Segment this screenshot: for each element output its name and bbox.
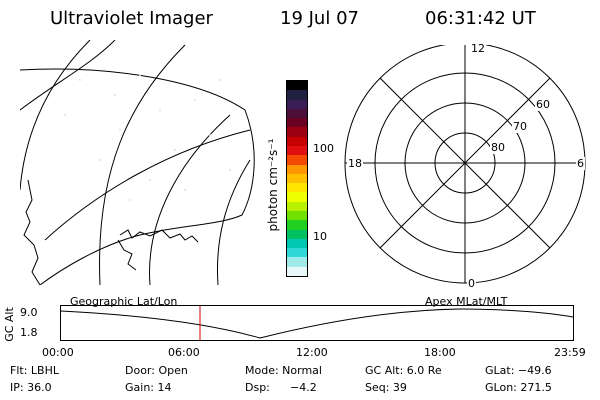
- colorbar: [286, 80, 308, 277]
- colorbar-band: [287, 257, 307, 267]
- colorbar-unit-label: photon cm⁻²s⁻¹: [266, 138, 280, 232]
- time-label: 06:31:42 UT: [425, 8, 536, 29]
- mlt-label-12: 12: [470, 42, 486, 55]
- timeline-x-tick: 23:59: [554, 346, 586, 359]
- timeline-right-label: Apex MLat/MLT: [425, 295, 508, 308]
- colorbar-band: [287, 81, 307, 91]
- colorbar-band: [287, 210, 307, 221]
- colorbar-band: [287, 192, 307, 202]
- timeline-left-label: Geographic Lat/Lon: [70, 295, 178, 308]
- glat-status: GLat: −49.6: [485, 364, 552, 377]
- geographic-map: [20, 40, 255, 285]
- meridian-diagonal: [379, 77, 551, 249]
- door-status: Door: Open: [125, 364, 188, 377]
- colorbar-band: [287, 183, 307, 193]
- instrument-title: Ultraviolet Imager: [50, 8, 213, 29]
- timeline-frame: [60, 305, 574, 341]
- colorbar-band: [287, 136, 307, 146]
- earth-limb: [20, 68, 255, 285]
- mlt-label-18: 18: [347, 157, 363, 170]
- altitude-timeline: [60, 305, 574, 341]
- gc-alt-status: GC Alt: 6.0 Re: [365, 364, 442, 377]
- timeline-x-tick: 00:00: [42, 346, 74, 359]
- mlt-label-6: 6: [576, 157, 585, 170]
- polar-plot: [344, 45, 586, 284]
- coastline: [117, 239, 137, 271]
- gain-status: Gain: 14: [125, 381, 172, 394]
- lat-label-60: 60: [535, 98, 551, 111]
- colorbar-band: [287, 248, 307, 258]
- colorbar-band: [287, 238, 307, 249]
- timeline-x-tick: 18:00: [424, 346, 456, 359]
- seq-status: Seq: 39: [365, 381, 407, 394]
- colorbar-band: [287, 108, 307, 119]
- coastline: [119, 229, 199, 243]
- mlt-label-0: 0: [467, 277, 476, 290]
- filter-status: Flt: LBHL: [10, 364, 59, 377]
- colorbar-band: [287, 90, 307, 100]
- timeline-y-axis-label: GC Alt: [2, 307, 16, 342]
- timeline-y-tick-bottom: 1.8: [20, 326, 38, 339]
- colorbar-band: [287, 155, 307, 165]
- lat-label-70: 70: [512, 120, 528, 133]
- colorbar-band: [287, 127, 307, 137]
- parallel-line: [20, 40, 116, 111]
- meridian-line: [20, 40, 91, 191]
- parallel-line: [44, 129, 251, 241]
- colorbar-band: [287, 164, 307, 174]
- lat-label-80: 80: [490, 141, 506, 154]
- colorbar-band: [287, 220, 307, 230]
- colorbar-band: [287, 118, 307, 128]
- meridian-line: [217, 159, 251, 285]
- aurora-speckle: [64, 74, 231, 201]
- dsp-label: Dsp:: [245, 381, 270, 394]
- timeline-y-tick-top: 9.0: [20, 306, 38, 319]
- colorbar-band: [287, 201, 307, 211]
- timeline-x-tick: 06:00: [168, 346, 200, 359]
- coastline: [23, 179, 41, 285]
- timeline-x-tick: 12:00: [296, 346, 328, 359]
- meridian-line: [99, 44, 186, 285]
- colorbar-band: [287, 266, 307, 276]
- colorbar-band: [287, 173, 307, 184]
- meridian-line: [149, 114, 231, 285]
- glon-status: GLon: 271.5: [485, 381, 552, 394]
- colorbar-band: [287, 145, 307, 156]
- colorbar-band: [287, 229, 307, 239]
- dsp-value: −4.2: [290, 381, 317, 394]
- date-label: 19 Jul 07: [280, 8, 359, 29]
- colorbar-tick-100: 100: [313, 142, 334, 155]
- colorbar-band: [287, 99, 307, 109]
- ip-status: IP: 36.0: [10, 381, 52, 394]
- mode-status: Mode: Normal: [245, 364, 322, 377]
- altitude-curve: [60, 308, 574, 339]
- colorbar-tick-10: 10: [313, 230, 327, 243]
